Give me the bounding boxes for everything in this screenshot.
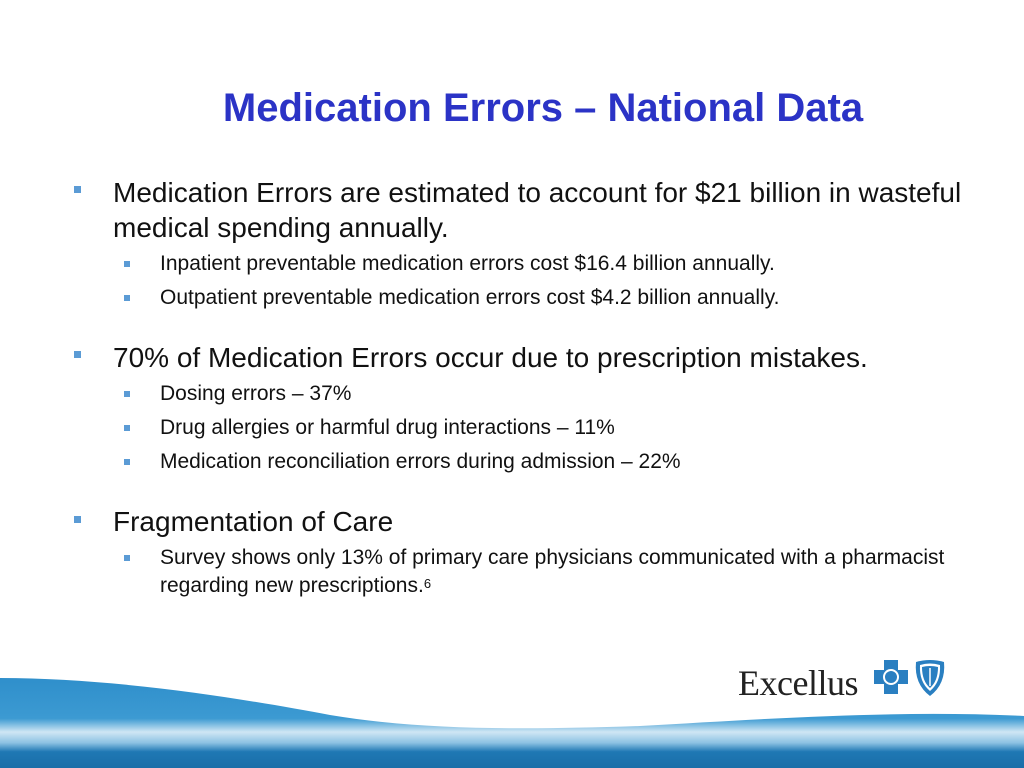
- footer-wave: [0, 678, 1024, 768]
- footnote-marker: 6: [423, 576, 432, 591]
- bullet-icon: [74, 516, 81, 523]
- sub-bullet: Drug allergies or harmful drug interacti…: [160, 416, 615, 439]
- sub-bullet: Outpatient preventable medication errors…: [160, 286, 780, 309]
- sub-bullet: Survey shows only 13% of primary care ph…: [160, 544, 990, 600]
- bullet-icon: [124, 261, 130, 267]
- bullet-icon: [74, 186, 81, 193]
- sub-bullet: Dosing errors – 37%: [160, 382, 352, 405]
- sub-bullet: Inpatient preventable medication errors …: [160, 252, 775, 275]
- bullet-2: 70% of Medication Errors occur due to pr…: [113, 342, 868, 373]
- bullet-icon: [74, 351, 81, 358]
- bullet-1: Medication Errors are estimated to accou…: [113, 177, 962, 243]
- bullet-3: Fragmentation of Care: [113, 506, 394, 537]
- bullet-icon: [124, 555, 130, 561]
- blue-cross-blue-shield-logo: [874, 660, 945, 696]
- bullet-icon: [124, 459, 130, 465]
- slide-title: Medication Errors – National Data: [222, 86, 864, 130]
- bullet-icon: [124, 295, 130, 301]
- sub-bullet: Medication reconciliation errors during …: [160, 450, 681, 473]
- blue-shield-icon: [915, 660, 945, 696]
- blue-cross-icon: [874, 660, 908, 694]
- bullet-icon: [124, 391, 130, 397]
- excellus-logo-text: Excellus: [738, 663, 858, 703]
- sub-bullet-text: Survey shows only 13% of primary care ph…: [160, 546, 945, 597]
- bullet-icon: [124, 425, 130, 431]
